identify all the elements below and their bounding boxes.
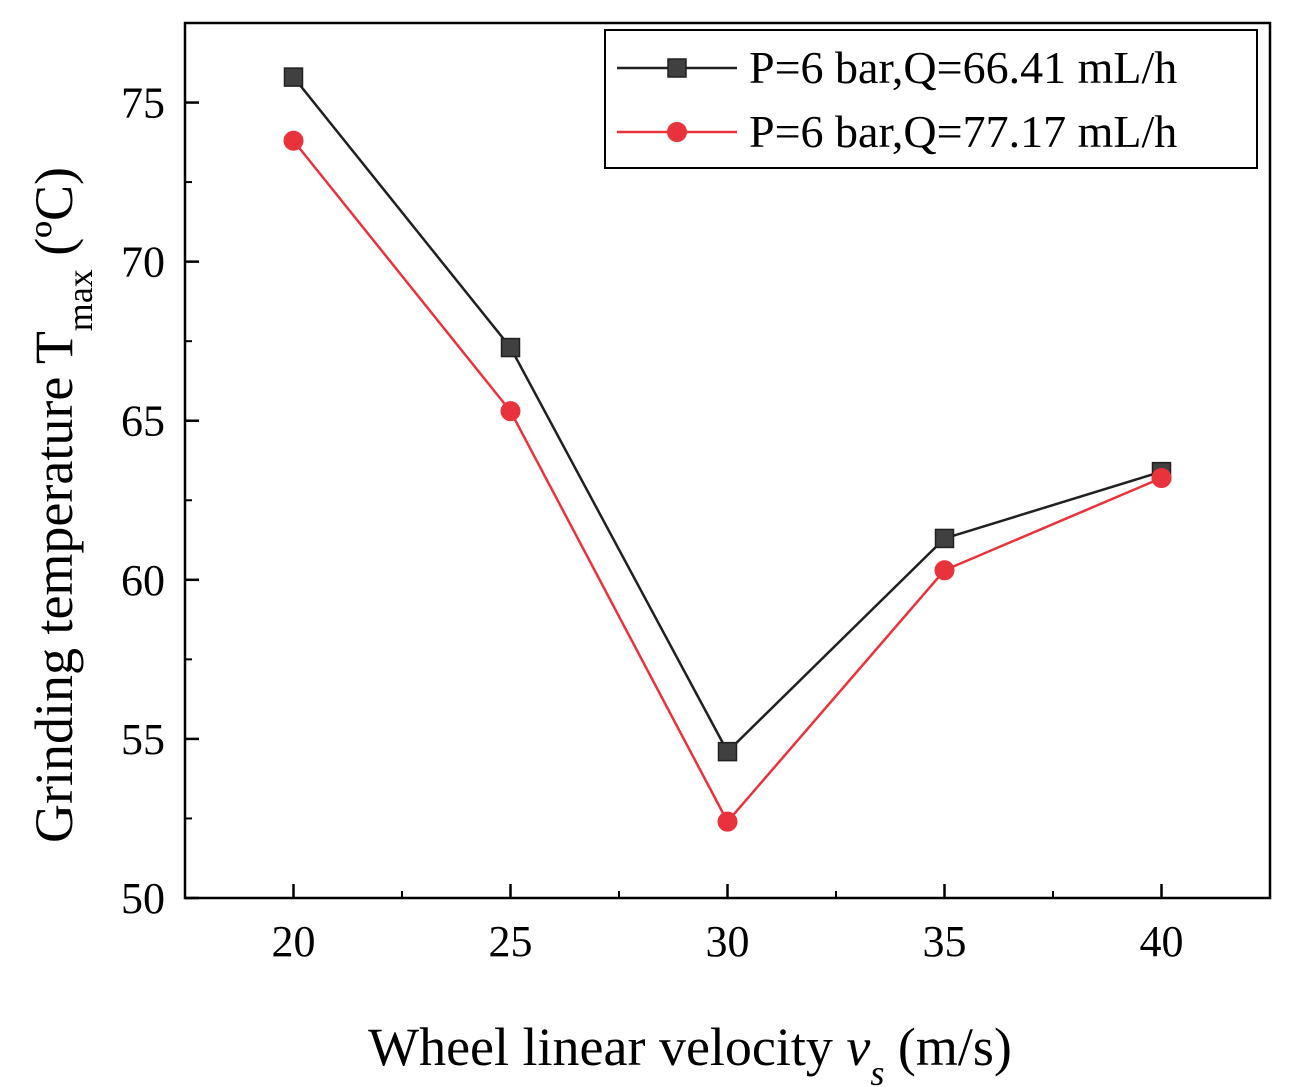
series-2-point xyxy=(283,130,304,151)
legend: P=6 bar,Q=66.41 mL/h P=6 bar,Q=77.17 mL/h xyxy=(604,29,1258,169)
x-tick-label: 40 xyxy=(1140,917,1184,966)
series-2-point xyxy=(500,401,521,422)
x-tick-label: 20 xyxy=(272,917,316,966)
series-2-point xyxy=(717,811,738,832)
y-tick-label: 75 xyxy=(121,79,165,128)
series-2-point xyxy=(1151,468,1172,488)
legend-label: P=6 bar,Q=77.17 mL/h xyxy=(749,106,1177,157)
x-axis-title: Wheel linear velocity vs (m/s) xyxy=(368,1017,1012,1087)
y-tick-label: 70 xyxy=(121,238,165,287)
legend-marker xyxy=(667,122,687,142)
x-tick-label: 25 xyxy=(489,917,533,966)
y-tick-label: 55 xyxy=(121,715,165,764)
series-2-point xyxy=(934,560,955,581)
series-1-line xyxy=(292,76,1162,754)
legend-marker xyxy=(667,58,687,78)
y-tick-label: 60 xyxy=(121,556,165,605)
y-tick-label: 65 xyxy=(121,397,165,446)
series-1-point xyxy=(500,337,521,358)
x-tick-label: 35 xyxy=(923,917,967,966)
x-tick-label: 30 xyxy=(706,917,750,966)
series-1-point xyxy=(717,741,738,762)
series-1-point xyxy=(283,67,304,87)
legend-box xyxy=(604,29,1258,169)
plot-area: 20 25 30 35 40 50 55 60 65 70 75 xyxy=(121,21,1272,966)
series-2-line xyxy=(292,139,1162,824)
legend-label: P=6 bar,Q=66.41 mL/h xyxy=(749,42,1177,93)
y-axis-title: Grinding temperature Tmax (ºC) xyxy=(24,167,100,843)
y-tick-label: 50 xyxy=(121,874,165,923)
series-1-point xyxy=(934,528,955,549)
